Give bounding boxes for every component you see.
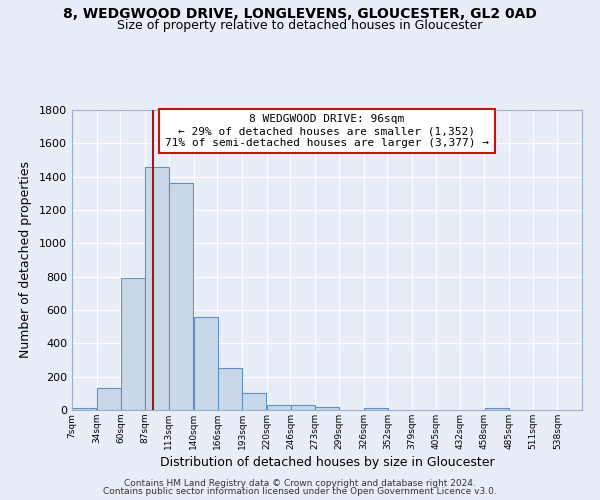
Text: 8 WEDGWOOD DRIVE: 96sqm
← 29% of detached houses are smaller (1,352)
71% of semi: 8 WEDGWOOD DRIVE: 96sqm ← 29% of detache… [165,114,489,148]
Text: 8, WEDGWOOD DRIVE, LONGLEVENS, GLOUCESTER, GL2 0AD: 8, WEDGWOOD DRIVE, LONGLEVENS, GLOUCESTE… [63,8,537,22]
Bar [218,368,242,410]
Bar [291,405,315,410]
Bar [267,405,291,410]
Y-axis label: Number of detached properties: Number of detached properties [19,162,32,358]
Bar [121,278,145,410]
X-axis label: Distribution of detached houses by size in Gloucester: Distribution of detached houses by size … [160,456,494,469]
Text: Size of property relative to detached houses in Gloucester: Size of property relative to detached ho… [118,19,482,32]
Bar [73,408,97,410]
Bar [169,184,193,410]
Bar [145,166,169,410]
Bar [97,388,121,410]
Bar [364,408,388,410]
Text: Contains HM Land Registry data © Crown copyright and database right 2024.: Contains HM Land Registry data © Crown c… [124,478,476,488]
Bar [316,406,340,410]
Bar [242,392,266,410]
Bar [485,408,509,410]
Bar [194,316,218,410]
Text: Contains public sector information licensed under the Open Government Licence v3: Contains public sector information licen… [103,487,497,496]
